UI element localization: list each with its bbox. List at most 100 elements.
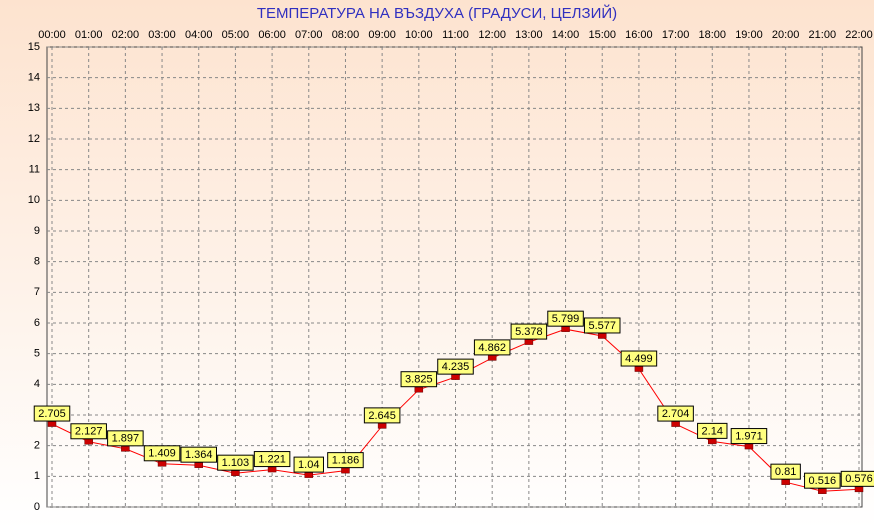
value-label-box bbox=[657, 405, 694, 422]
value-label: 1.897 bbox=[112, 433, 140, 445]
point-marker bbox=[304, 472, 314, 478]
x-tick-label: 11:00 bbox=[442, 29, 469, 41]
x-tick-label: 05:00 bbox=[222, 29, 250, 41]
x-tick-label: 15:00 bbox=[588, 29, 616, 41]
x-tick-label: 19:00 bbox=[735, 29, 763, 41]
y-tick-label: 8 bbox=[34, 256, 40, 268]
value-label-box bbox=[473, 339, 511, 356]
value-label-box bbox=[217, 454, 254, 471]
value-label: 0.81 bbox=[775, 466, 796, 478]
value-label-box bbox=[293, 456, 324, 473]
value-label-box bbox=[583, 317, 621, 334]
point-marker bbox=[487, 355, 497, 361]
x-tick-label: 02:00 bbox=[112, 29, 140, 41]
y-tick-label: 15 bbox=[28, 41, 40, 53]
value-label-box bbox=[547, 310, 584, 327]
value-label: 2.705 bbox=[38, 408, 66, 420]
x-tick-label: 14:00 bbox=[552, 29, 580, 41]
point-marker bbox=[634, 366, 644, 372]
x-tick-label: 13:00 bbox=[515, 29, 543, 41]
y-tick-label: 5 bbox=[34, 348, 40, 360]
value-label-box bbox=[107, 430, 144, 447]
plot-frame bbox=[46, 46, 863, 508]
value-label-box bbox=[730, 428, 768, 445]
x-tick-label: 08:00 bbox=[332, 29, 360, 41]
point-marker bbox=[414, 386, 424, 393]
x-tick-label: 09:00 bbox=[368, 29, 396, 41]
value-label-box bbox=[770, 463, 801, 480]
value-label: 2.127 bbox=[75, 426, 103, 438]
x-tick-label: 17:00 bbox=[662, 29, 690, 41]
x-tick-label: 18:00 bbox=[699, 29, 727, 41]
value-label-box bbox=[70, 423, 107, 440]
value-label-box bbox=[180, 446, 217, 463]
y-tick-label: 7 bbox=[34, 286, 40, 298]
value-label: 4.862 bbox=[478, 342, 506, 354]
value-label: 5.799 bbox=[552, 313, 580, 325]
y-tick-label: 11 bbox=[29, 164, 40, 176]
point-marker bbox=[781, 479, 790, 485]
y-tick-label: 10 bbox=[28, 194, 40, 206]
value-label-box bbox=[33, 405, 71, 422]
point-marker bbox=[267, 466, 277, 473]
y-tick-label: 13 bbox=[28, 102, 40, 114]
value-label: 5.378 bbox=[515, 326, 543, 338]
point-marker bbox=[157, 461, 167, 467]
value-label-box bbox=[327, 452, 364, 469]
y-tick-label: 2 bbox=[34, 440, 40, 452]
value-label-box bbox=[620, 350, 658, 367]
y-tick-label: 1 bbox=[34, 470, 40, 482]
x-tick-label: 04:00 bbox=[185, 29, 213, 41]
value-label: 1.409 bbox=[148, 448, 176, 460]
point-marker bbox=[744, 443, 754, 450]
value-label: 1.04 bbox=[298, 459, 319, 471]
point-marker bbox=[341, 467, 350, 474]
value-label-box bbox=[437, 358, 474, 375]
point-marker bbox=[194, 462, 203, 468]
value-label: 1.971 bbox=[735, 430, 763, 442]
value-label-box bbox=[840, 470, 874, 487]
y-tick-label: 4 bbox=[34, 378, 40, 390]
x-tick-label: 21:00 bbox=[809, 29, 837, 41]
value-label: 0.516 bbox=[809, 475, 837, 487]
y-tick-label: 14 bbox=[28, 72, 40, 84]
value-label: 1.186 bbox=[332, 455, 360, 467]
point-marker bbox=[708, 438, 717, 445]
value-label: 2.645 bbox=[368, 410, 396, 422]
point-marker bbox=[671, 421, 680, 427]
y-tick-label: 0 bbox=[34, 501, 40, 513]
y-tick-label: 9 bbox=[34, 225, 40, 237]
value-label: 1.221 bbox=[258, 453, 286, 465]
value-label: 0.576 bbox=[845, 473, 873, 485]
x-tick-label: 22:00 bbox=[845, 29, 873, 41]
value-label-box bbox=[143, 445, 181, 462]
point-marker bbox=[524, 339, 534, 345]
x-tick-label: 07:00 bbox=[295, 29, 323, 41]
x-tick-label: 10:00 bbox=[405, 29, 433, 41]
value-label: 5.577 bbox=[588, 320, 616, 332]
value-label-box bbox=[253, 451, 291, 468]
value-label: 4.235 bbox=[442, 361, 470, 373]
value-label: 4.499 bbox=[625, 353, 653, 365]
value-label-box bbox=[400, 371, 438, 388]
value-label: 2.704 bbox=[662, 408, 690, 420]
x-tick-label: 06:00 bbox=[258, 29, 286, 41]
point-marker bbox=[121, 446, 130, 452]
point-marker bbox=[561, 326, 570, 332]
value-label: 2.14 bbox=[702, 425, 723, 437]
point-marker bbox=[231, 470, 240, 476]
x-tick-label: 20:00 bbox=[772, 29, 800, 41]
x-tick-label: 03:00 bbox=[148, 29, 176, 41]
value-label-box bbox=[804, 472, 841, 489]
value-label-box bbox=[510, 323, 548, 340]
point-marker bbox=[854, 486, 864, 493]
y-tick-label: 12 bbox=[28, 133, 40, 145]
x-tick-label: 01:00 bbox=[75, 29, 103, 41]
value-label: 1.103 bbox=[222, 457, 250, 469]
x-tick-label: 12:00 bbox=[478, 29, 506, 41]
point-marker bbox=[451, 374, 460, 380]
point-marker bbox=[597, 333, 607, 339]
point-marker bbox=[84, 439, 93, 445]
